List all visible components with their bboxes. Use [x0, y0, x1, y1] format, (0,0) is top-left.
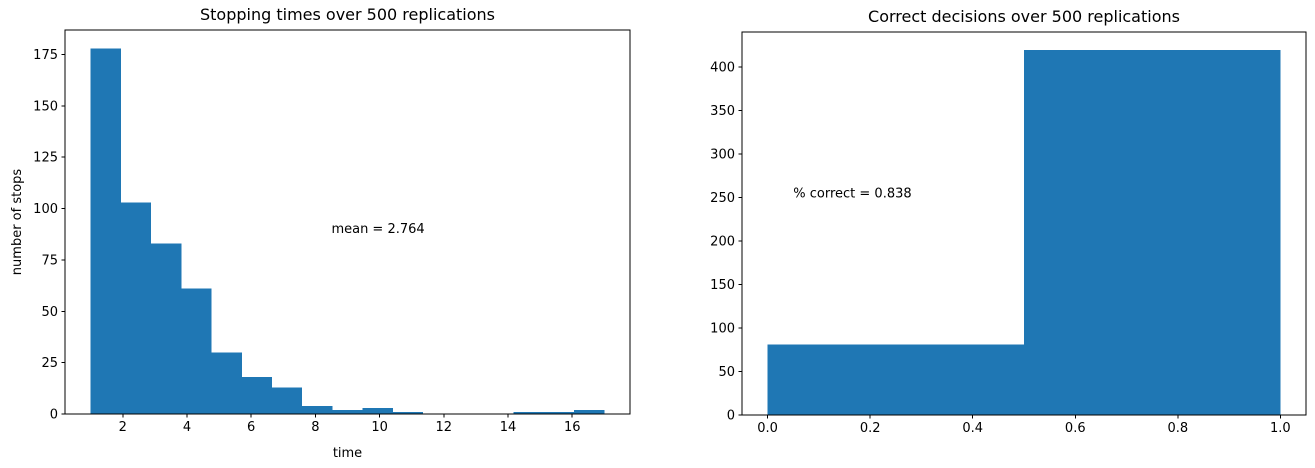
- y-axis-tick-label: 175: [33, 48, 58, 63]
- x-axis-tick-label: 14: [500, 420, 517, 435]
- plot-spine: [741, 31, 1307, 416]
- histogram-bar: [241, 377, 272, 414]
- histogram-bar: [90, 48, 121, 415]
- histogram-bar: [302, 405, 333, 414]
- histogram-bars: [90, 48, 605, 415]
- x-axis-tick-label: 1.0: [1270, 421, 1291, 436]
- x-axis-tick-label: 4: [183, 420, 191, 435]
- histogram-bar: [332, 409, 363, 414]
- x-axis-tick-label: 0.2: [860, 421, 881, 436]
- histogram-bar: [1024, 50, 1281, 415]
- histogram-bar: [543, 411, 575, 414]
- annotation-text: % correct = 0.838: [793, 186, 911, 201]
- y-axis-tick-label: 150: [710, 278, 735, 293]
- histogram-bar: [151, 243, 182, 414]
- x-axis-tick-label: 0.0: [757, 421, 778, 436]
- annotation-text: mean = 2.764: [331, 222, 424, 237]
- y-axis-tick-label: 350: [710, 104, 735, 119]
- histogram-bar: [120, 202, 152, 414]
- y-axis-tick-label: 0: [727, 409, 735, 424]
- chart-title: Correct decisions over 500 replications: [868, 7, 1180, 26]
- subplot-right: 0.0 0.2 0.4 0.6 0.8 1.0 0 50 100 150 200 250 300 350 4…: [710, 7, 1307, 436]
- y-axis-label: number of stops: [10, 169, 25, 276]
- histogram-bar: [392, 411, 424, 414]
- x-axis-tick-label: 0.4: [962, 421, 983, 436]
- histogram-bar: [513, 411, 544, 414]
- histogram-bar: [181, 288, 212, 414]
- x-axis-tick-label: 0.6: [1065, 421, 1086, 436]
- x-axis-tick-label: 16: [564, 420, 581, 435]
- histogram-bars: [767, 50, 1281, 415]
- x-axis-tick-label: 12: [436, 420, 453, 435]
- plot-spine: [64, 29, 631, 415]
- y-axis-tick-label: 50: [718, 365, 735, 380]
- y-axis-tick-label: 150: [33, 99, 58, 114]
- y-axis-tick-label: 300: [710, 147, 735, 162]
- x-axis-tick-label: 6: [247, 420, 255, 435]
- histogram-bar: [362, 407, 393, 414]
- histogram-bar: [574, 409, 605, 414]
- y-axis-tick-label: 200: [710, 234, 735, 249]
- subplot-left: 2 4 6 8 10 12 14 16 0 25 50 75 100 125 150 175 Stopping …: [10, 5, 631, 461]
- histogram-bar: [211, 352, 242, 414]
- y-axis-tick-label: 75: [41, 253, 58, 268]
- y-axis-tick-label: 400: [710, 60, 735, 75]
- histogram-bar: [767, 344, 1024, 415]
- y-axis-tick-label: 50: [41, 305, 58, 320]
- x-axis-tick-label: 0.8: [1167, 421, 1188, 436]
- y-axis-tick-label: 25: [41, 356, 58, 371]
- chart-title: Stopping times over 500 replications: [200, 5, 495, 24]
- y-axis-tick-label: 125: [33, 151, 58, 166]
- y-axis-tick-label: 250: [710, 191, 735, 206]
- x-axis-tick-label: 10: [371, 420, 388, 435]
- y-axis-tick-label: 100: [33, 202, 58, 217]
- x-axis-tick-label: 8: [311, 420, 319, 435]
- y-axis-tick-label: 100: [710, 321, 735, 336]
- histogram-bar: [271, 387, 303, 414]
- x-axis-tick-label: 2: [119, 420, 127, 435]
- x-axis-label: time: [333, 446, 362, 461]
- y-axis-tick-label: 0: [50, 408, 58, 423]
